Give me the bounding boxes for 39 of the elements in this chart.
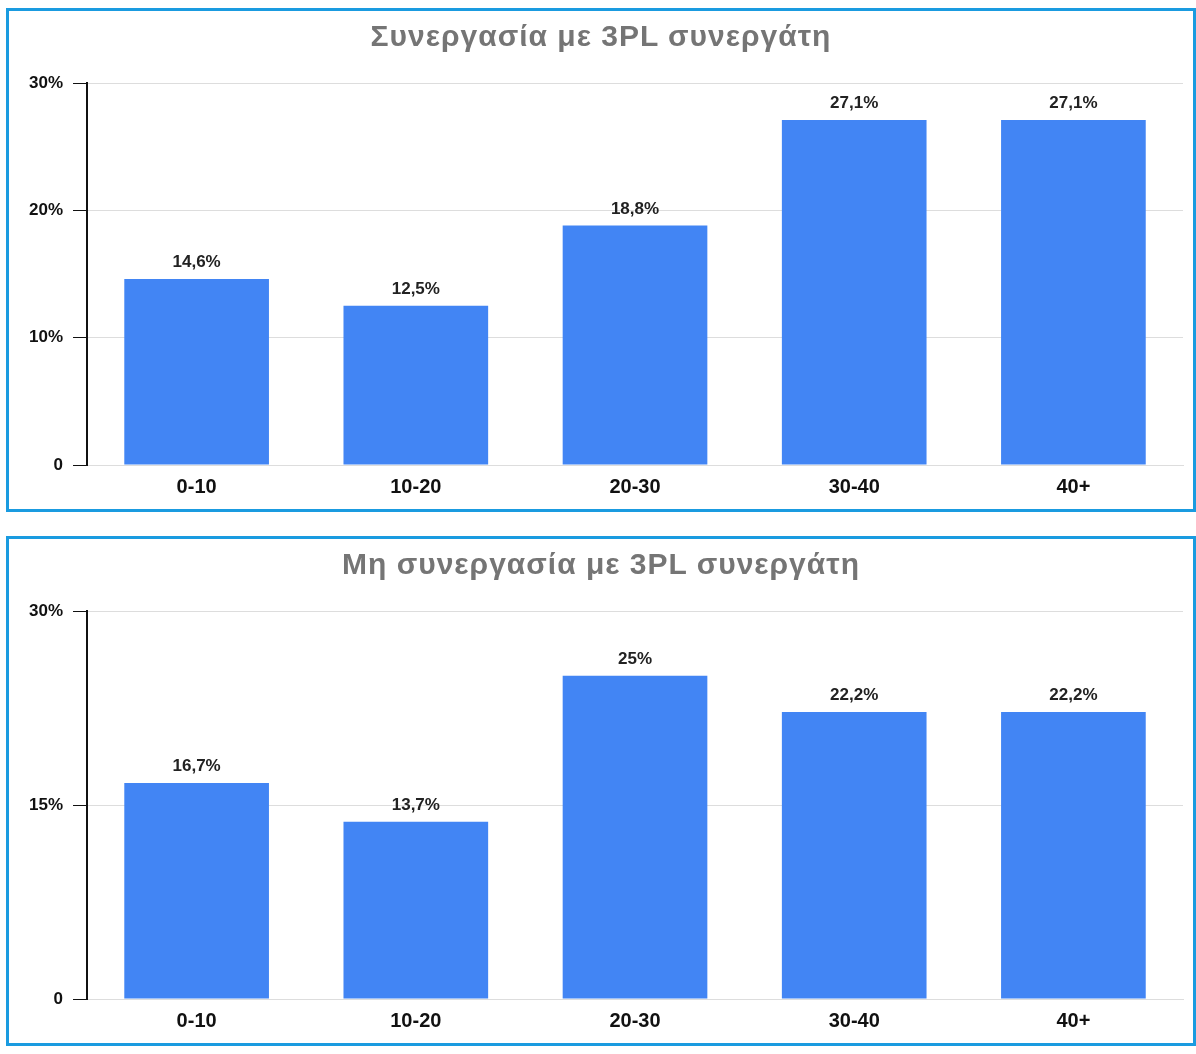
data-label: 27,1%	[830, 93, 879, 113]
y-tick-label: 0	[53, 988, 64, 1008]
x-tick-label: 0-10	[176, 1008, 217, 1031]
y-tick-label: 15%	[28, 794, 64, 814]
chart-title: Συνεργασία με 3PL συνεργάτη	[369, 19, 833, 53]
bar	[1001, 711, 1146, 999]
data-label: 18,8%	[610, 198, 660, 218]
bar	[343, 305, 489, 465]
x-tick-label: 10-20	[390, 1008, 442, 1031]
data-label: 22,2%	[830, 685, 879, 705]
x-tick-label: 0-10	[176, 474, 217, 497]
bar	[562, 675, 708, 999]
data-label: 22,2%	[1049, 685, 1098, 705]
x-tick-label: 40+	[1056, 1008, 1091, 1031]
x-tick-label: 10-20	[390, 474, 442, 497]
data-label: 12,5%	[391, 279, 440, 299]
bar	[1001, 119, 1146, 465]
bar	[343, 821, 489, 999]
data-label: 13,7%	[391, 795, 440, 814]
chart-title: Μη συνεργασία με 3PL συνεργάτη	[341, 547, 861, 581]
x-tick-label: 20-30	[609, 1008, 661, 1031]
x-tick-label: 20-30	[609, 474, 661, 497]
bar	[781, 711, 927, 999]
y-tick-label: 30%	[28, 72, 64, 92]
data-label: 16,7%	[172, 756, 221, 776]
y-tick-label: 0	[53, 454, 64, 474]
data-label: 27,1%	[1049, 93, 1098, 113]
data-label: 25%	[618, 648, 653, 668]
x-tick-label: 30-40	[828, 1008, 880, 1031]
y-tick-label: 30%	[28, 600, 64, 620]
x-tick-label: 30-40	[828, 474, 880, 497]
bar	[124, 783, 269, 999]
bar	[124, 279, 269, 465]
y-tick-label: 10%	[28, 327, 64, 347]
bar	[781, 119, 927, 465]
data-label: 14,6%	[172, 252, 221, 272]
y-tick-label: 20%	[28, 200, 64, 220]
bar	[562, 225, 708, 465]
x-tick-label: 40+	[1056, 474, 1091, 497]
